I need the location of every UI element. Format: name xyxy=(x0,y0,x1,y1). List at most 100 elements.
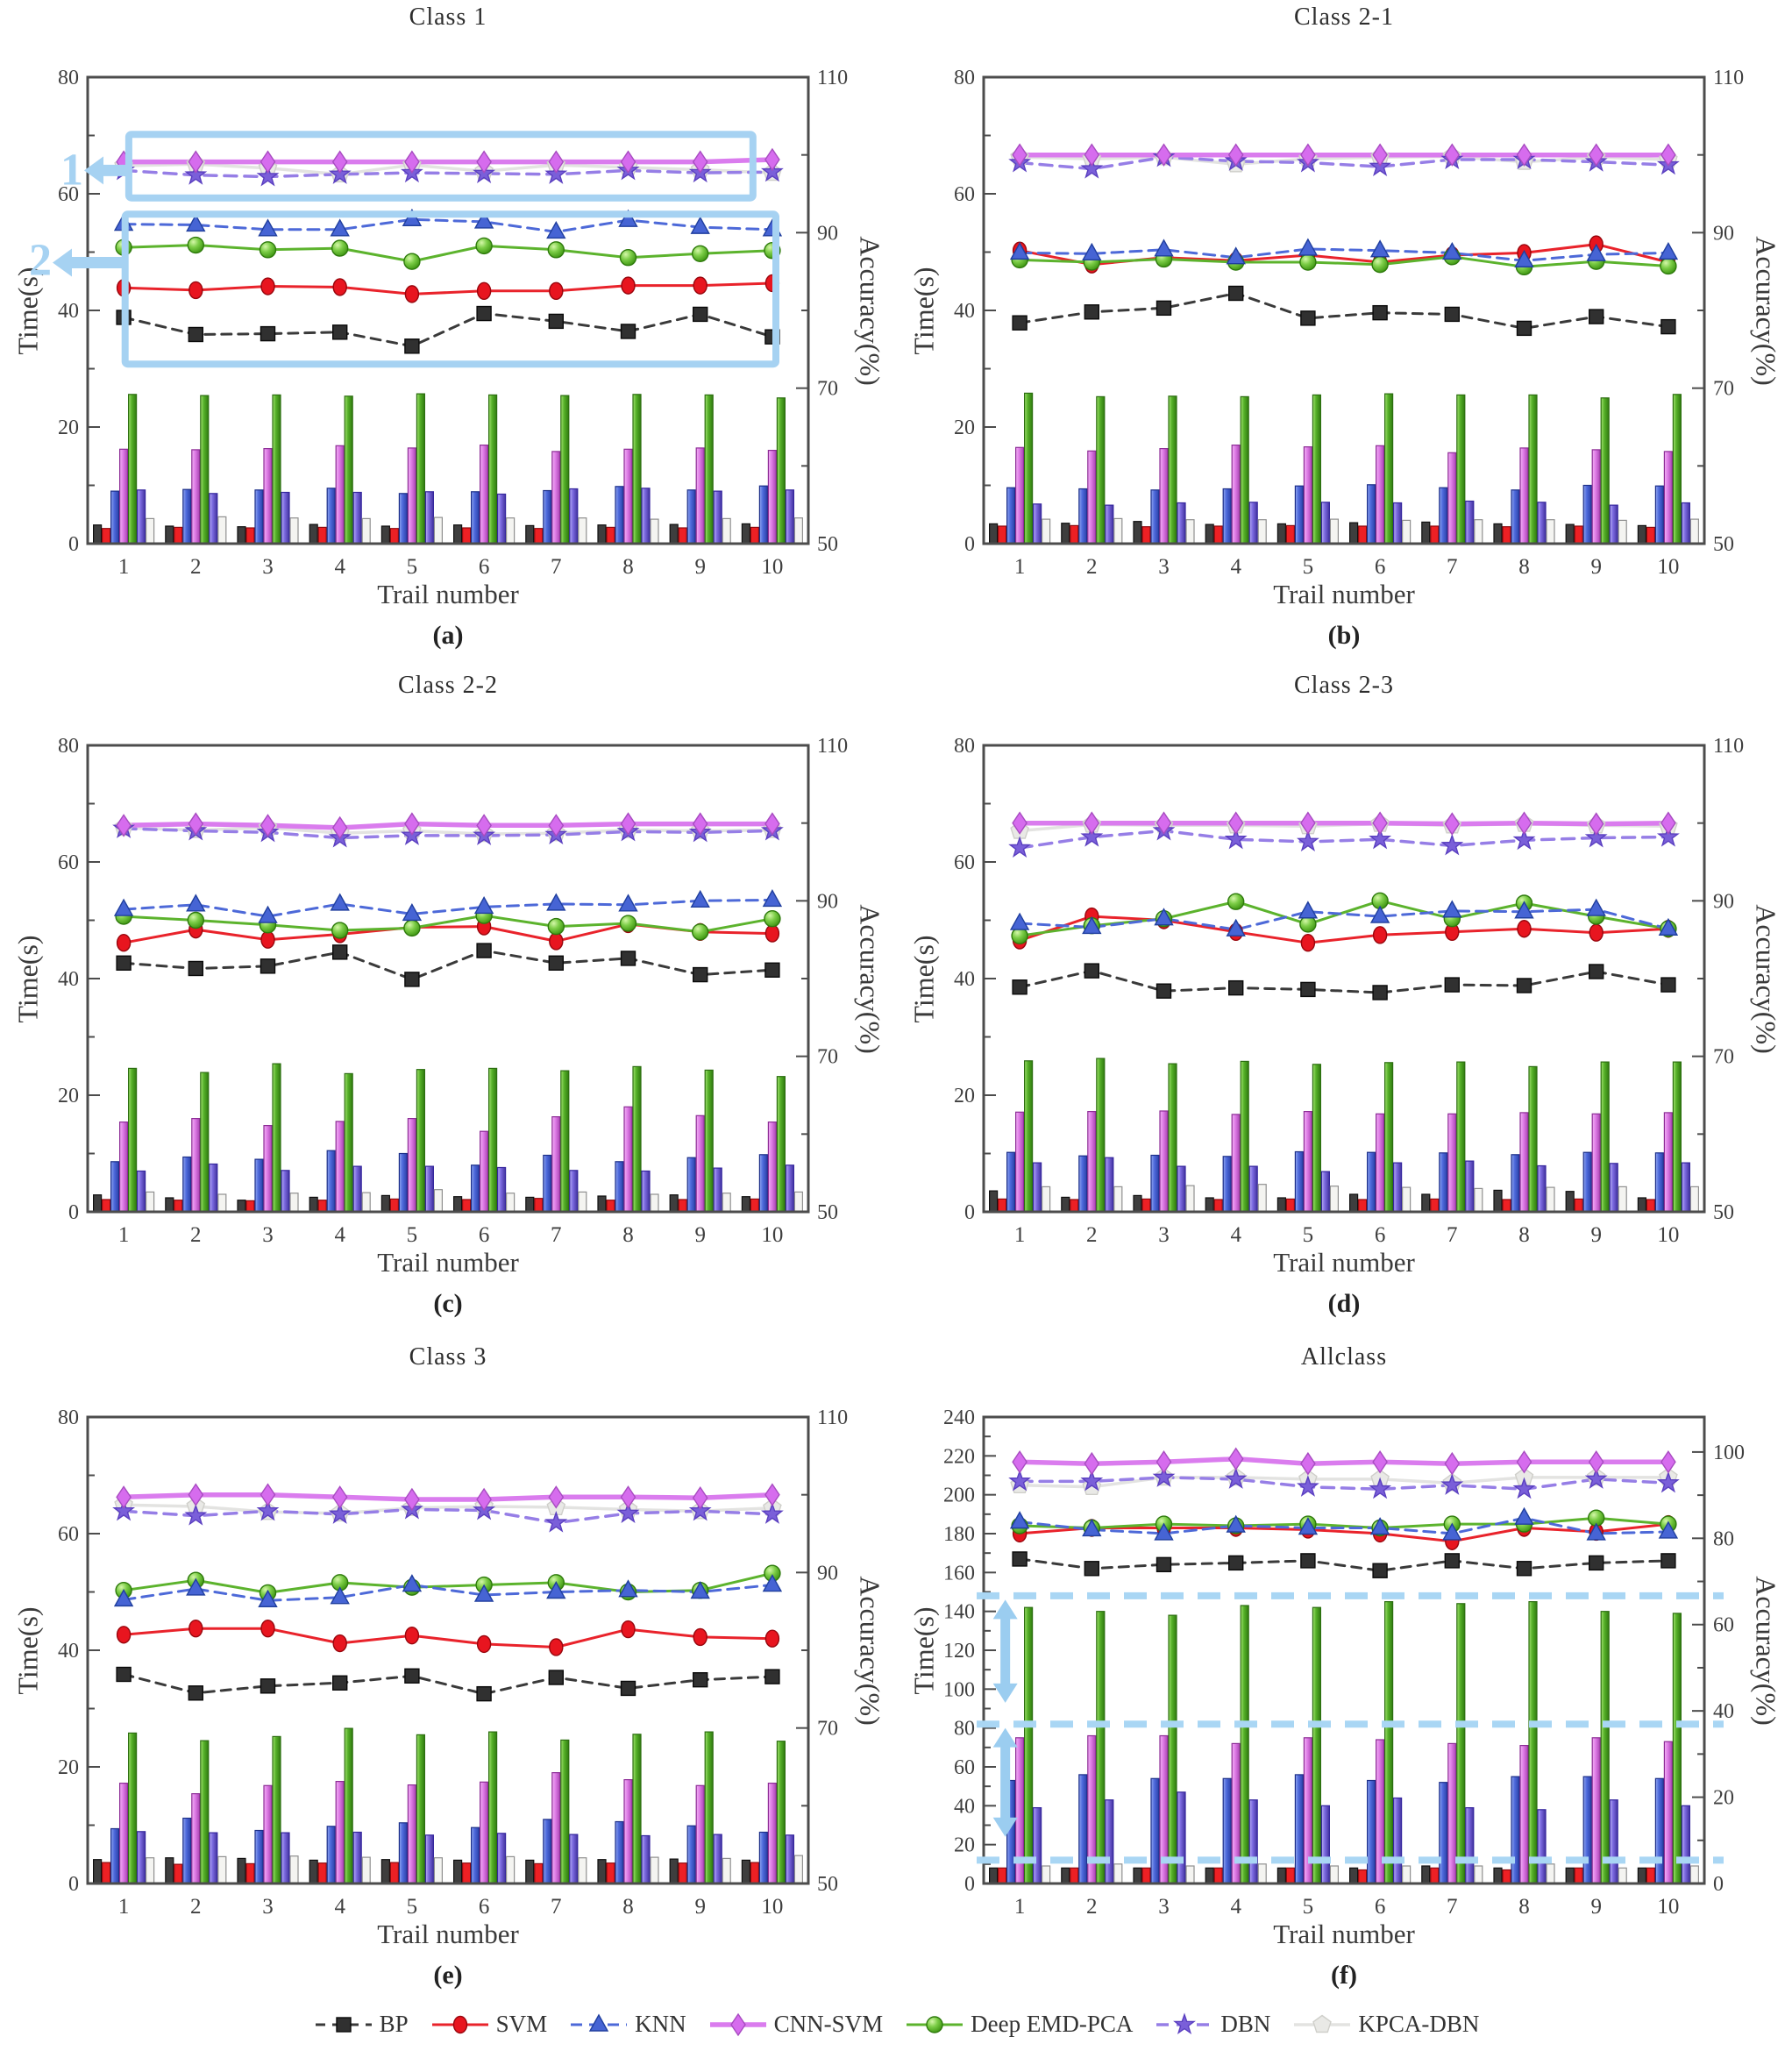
panel-title: Class 2-2 xyxy=(398,672,498,699)
x-axis-tick-label: 2 xyxy=(1086,555,1098,579)
marker-emdpca-trial-3 xyxy=(259,241,277,259)
bar-emdpca-trial-2 xyxy=(200,1072,210,1213)
right-axis-tick-label: 90 xyxy=(817,890,838,913)
bar-svm-trial-9 xyxy=(678,1199,687,1213)
marker-knn-trial-8 xyxy=(618,894,638,912)
bar-cnnsvm-trial-9 xyxy=(695,447,705,545)
marker-knn-trial-8 xyxy=(1514,249,1534,267)
bar-dbn-trial-6 xyxy=(496,1833,507,1884)
marker-bp-trial-2 xyxy=(1084,1561,1100,1577)
bar-svm-trial-7 xyxy=(534,1862,544,1884)
bar-emdpca-trial-6 xyxy=(487,394,498,545)
bar-emdpca-trial-7 xyxy=(1456,1061,1466,1213)
marker-bp-trial-9 xyxy=(693,966,708,983)
marker-cnnsvm-trial-8 xyxy=(1516,143,1532,167)
marker-bp-trial-9 xyxy=(1589,964,1604,979)
panel-class-3-chart: 0 20 40 60 80 50 70 90 110 1 2 3 4 5 6 7 8 9 10 xyxy=(58,1406,848,1919)
marker-bp-trial-6 xyxy=(1372,985,1388,1001)
left-axis-tick-label: 100 xyxy=(943,1678,975,1701)
marker-emdpca-trial-2 xyxy=(187,911,205,929)
marker-knn-trial-4 xyxy=(330,1586,350,1605)
bar-svm-trial-2 xyxy=(1070,1867,1079,1884)
bar-knn-trial-2 xyxy=(1078,1774,1088,1884)
bar-cnnsvm-trial-7 xyxy=(551,1116,561,1213)
x-axis-tick-label: 7 xyxy=(551,1895,562,1919)
right-axis-tick-label: 110 xyxy=(817,735,848,758)
bar-bp-trial-1 xyxy=(92,524,103,545)
panel-letter: (b) xyxy=(1327,621,1361,650)
bar-kpcadbn-trial-10 xyxy=(1689,1186,1700,1213)
bar-kpcadbn-trial-7 xyxy=(578,1191,587,1213)
marker-bp-trial-8 xyxy=(1516,978,1532,993)
right-axis-tick-label: 20 xyxy=(1713,1787,1734,1810)
left-axis-tick-label: 180 xyxy=(943,1523,975,1546)
bar-svm-trial-3 xyxy=(1141,1198,1151,1213)
bar-svm-trial-8 xyxy=(1502,1199,1511,1213)
bar-emdpca-trial-1 xyxy=(1024,1606,1034,1884)
marker-cnnsvm-trial-2 xyxy=(188,1483,204,1506)
bar-bp-trial-5 xyxy=(380,1859,390,1884)
bar-cnnsvm-trial-5 xyxy=(407,447,416,545)
bar-kpcadbn-trial-7 xyxy=(578,1857,587,1884)
marker-cnnsvm-trial-9 xyxy=(1588,812,1604,836)
marker-emdpca-trial-9 xyxy=(692,245,709,262)
bar-emdpca-trial-9 xyxy=(704,1069,714,1213)
x-axis-tick-label: 4 xyxy=(334,1895,345,1919)
marker-cnnsvm-trial-3 xyxy=(260,814,276,837)
bar-dbn-trial-10 xyxy=(785,1164,795,1213)
bar-cnnsvm-trial-3 xyxy=(263,1784,273,1884)
left-axis-tick-label: 40 xyxy=(954,968,975,991)
x-axis-tick-label: 8 xyxy=(622,1223,634,1247)
bar-svm-trial-2 xyxy=(174,526,183,545)
bar-svm-trial-10 xyxy=(750,1198,760,1213)
bar-knn-trial-3 xyxy=(1150,1154,1160,1213)
bar-kpcadbn-trial-3 xyxy=(289,1193,299,1213)
marker-cnnsvm-trial-10 xyxy=(1660,811,1676,835)
bar-bp-trial-3 xyxy=(1133,1194,1142,1213)
bar-knn-trial-9 xyxy=(1582,484,1592,545)
bar-dbn-trial-9 xyxy=(713,1834,722,1884)
bar-dbn-trial-4 xyxy=(1248,1799,1258,1884)
marker-cnnsvm-trial-10 xyxy=(1660,143,1676,167)
left-axis-tick-label: 40 xyxy=(58,968,79,991)
bar-bp-trial-4 xyxy=(309,1859,318,1884)
marker-dbn-trial-7 xyxy=(1440,1473,1464,1495)
marker-knn-trial-10 xyxy=(762,1574,783,1592)
x-axis-tick-label: 1 xyxy=(1014,1895,1026,1919)
marker-bp-trial-1 xyxy=(1012,979,1028,995)
bar-dbn-trial-5 xyxy=(1320,1171,1330,1213)
marker-bp-trial-5 xyxy=(404,338,420,354)
bar-emdpca-trial-1 xyxy=(128,1067,138,1213)
marker-knn-trial-7 xyxy=(1442,900,1462,918)
bar-kpcadbn-trial-1 xyxy=(146,517,155,545)
bar-emdpca-trial-1 xyxy=(1024,392,1034,545)
marker-cnnsvm-trial-3 xyxy=(260,1483,276,1506)
bar-emdpca-trial-1 xyxy=(1024,1060,1034,1213)
bar-kpcadbn-trial-6 xyxy=(505,517,516,545)
marker-cnnsvm-trial-1 xyxy=(1012,811,1028,835)
marker-knn-trial-3 xyxy=(1154,239,1174,257)
marker-cnnsvm-trial-8 xyxy=(620,150,636,174)
bar-svm-trial-1 xyxy=(997,1867,1007,1884)
panel-allclass-chart: 0204060801001201401601802002202400204060… xyxy=(943,1406,1745,1919)
bar-cnnsvm-trial-1 xyxy=(119,448,129,545)
bar-emdpca-trial-5 xyxy=(416,393,425,545)
marker-cnnsvm-trial-2 xyxy=(188,812,204,836)
kpca-dbn-pentagon-marker-icon xyxy=(1294,2014,1351,2033)
left-axis-tick-label: 0 xyxy=(964,1873,975,1896)
x-axis-tick-label: 10 xyxy=(1657,1223,1679,1247)
marker-knn-trial-7 xyxy=(546,893,566,911)
knn-triangle-marker-icon xyxy=(571,2013,628,2032)
legend-marker-knn xyxy=(588,2013,609,2032)
bar-cnnsvm-trial-3 xyxy=(263,448,273,545)
bar-bp-trial-7 xyxy=(1421,521,1431,545)
bar-kpcadbn-trial-4 xyxy=(1257,1184,1267,1213)
bar-kpcadbn-trial-7 xyxy=(1474,519,1483,545)
marker-bp-trial-1 xyxy=(1012,1551,1028,1567)
bar-knn-trial-6 xyxy=(1366,484,1376,545)
left-axis-tick-label: 80 xyxy=(954,67,975,89)
left-axis-tick-label: 160 xyxy=(943,1562,975,1584)
left-axis-tick-label: 60 xyxy=(954,1756,975,1779)
marker-bp-trial-8 xyxy=(620,951,636,966)
line-bp xyxy=(122,949,774,981)
